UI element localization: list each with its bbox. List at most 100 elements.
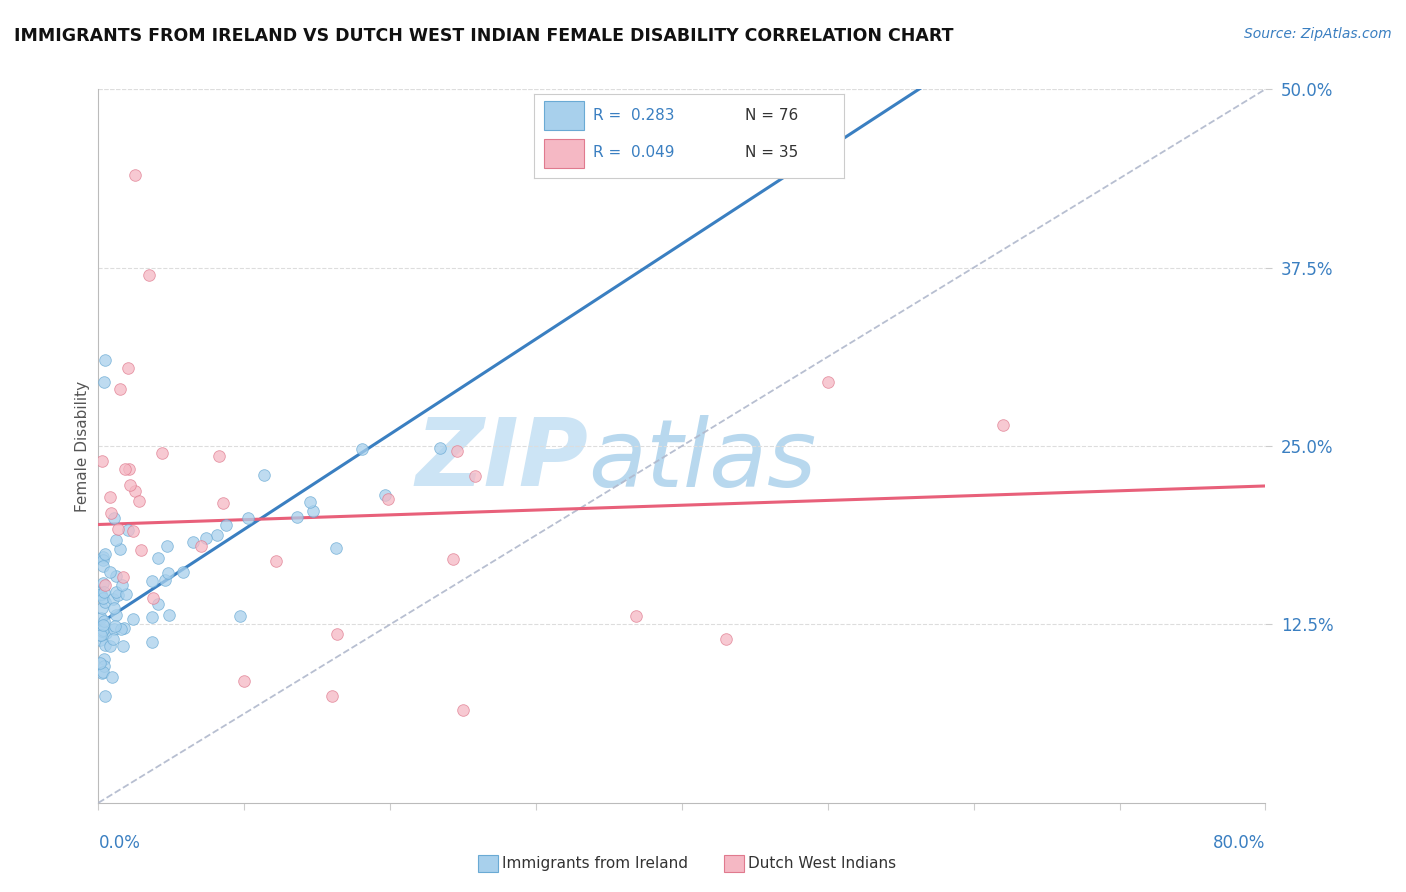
Point: [114, 587, 136, 601]
Point: [105, 607, 128, 622]
Point: [141, 574, 163, 589]
Point: [321, 689, 343, 703]
Point: [111, 578, 134, 592]
Text: N = 35: N = 35: [745, 145, 797, 161]
Point: [108, 542, 131, 557]
Point: [121, 524, 143, 538]
Point: [118, 462, 141, 476]
Point: [94, 548, 117, 562]
Point: [215, 518, 238, 533]
Point: [148, 551, 170, 566]
Text: Dutch West Indians: Dutch West Indians: [748, 856, 896, 871]
Point: [93, 623, 115, 637]
Point: [91, 550, 114, 565]
Point: [211, 496, 233, 510]
Text: Immigrants from Ireland: Immigrants from Ireland: [502, 856, 688, 871]
Point: [441, 551, 464, 566]
Point: [89, 628, 111, 642]
Point: [91, 665, 114, 679]
Point: [131, 543, 153, 558]
Text: N = 76: N = 76: [745, 108, 797, 123]
Point: [91, 454, 114, 468]
Point: [377, 492, 399, 507]
Text: IMMIGRANTS FROM IRELAND VS DUTCH WEST INDIAN FEMALE DISABILITY CORRELATION CHART: IMMIGRANTS FROM IRELAND VS DUTCH WEST IN…: [14, 27, 953, 45]
Text: R =  0.049: R = 0.049: [593, 145, 675, 161]
Point: [93, 615, 115, 629]
Point: [153, 574, 176, 588]
Point: [157, 607, 180, 622]
Point: [104, 619, 127, 633]
Point: [94, 625, 117, 640]
Point: [107, 588, 129, 602]
Point: [91, 618, 114, 632]
Point: [122, 611, 145, 625]
Point: [114, 461, 136, 475]
Point: [208, 449, 231, 463]
Point: [714, 632, 737, 646]
Point: [103, 600, 125, 615]
Point: [817, 376, 839, 390]
Point: [93, 353, 115, 368]
Point: [100, 671, 122, 685]
Point: [429, 441, 451, 455]
Point: [110, 382, 132, 396]
Point: [112, 570, 135, 584]
Text: 80.0%: 80.0%: [1213, 834, 1265, 852]
Point: [94, 638, 117, 652]
Point: [112, 621, 135, 635]
Point: [181, 534, 204, 549]
Point: [991, 417, 1014, 432]
Point: [236, 511, 259, 525]
Point: [103, 510, 125, 524]
Point: [91, 558, 114, 573]
Point: [138, 268, 160, 282]
Point: [124, 484, 146, 499]
Point: [111, 639, 134, 653]
Point: [93, 658, 115, 673]
Point: [117, 524, 139, 538]
Text: R =  0.283: R = 0.283: [593, 108, 675, 123]
Point: [101, 592, 124, 607]
Point: [190, 539, 212, 553]
Point: [124, 168, 146, 182]
Point: [141, 610, 163, 624]
Point: [325, 541, 347, 555]
Point: [118, 478, 141, 492]
Point: [91, 600, 114, 615]
Point: [89, 584, 111, 599]
Point: [91, 553, 114, 567]
Point: [150, 446, 173, 460]
Point: [90, 624, 112, 638]
Point: [253, 468, 276, 483]
Point: [103, 622, 125, 636]
Point: [89, 656, 111, 670]
Point: [93, 651, 115, 665]
Point: [103, 632, 125, 646]
Point: [94, 595, 117, 609]
Point: [266, 554, 288, 568]
Point: [104, 585, 127, 599]
Point: [98, 490, 121, 504]
Point: [93, 584, 115, 599]
Point: [90, 628, 112, 642]
Point: [298, 495, 321, 509]
Point: [100, 506, 122, 520]
Y-axis label: Female Disability: Female Disability: [75, 380, 90, 512]
Point: [98, 565, 121, 579]
Point: [326, 626, 349, 640]
Point: [374, 488, 396, 502]
Point: [301, 504, 323, 518]
Point: [89, 632, 111, 647]
FancyBboxPatch shape: [544, 102, 583, 130]
Point: [146, 597, 169, 611]
Point: [91, 665, 114, 680]
Point: [233, 674, 256, 689]
Point: [142, 591, 165, 606]
Point: [228, 608, 250, 623]
Point: [94, 578, 117, 592]
Point: [90, 611, 112, 625]
Point: [285, 510, 308, 524]
Point: [451, 703, 474, 717]
Text: atlas: atlas: [589, 415, 817, 506]
Text: Source: ZipAtlas.com: Source: ZipAtlas.com: [1244, 27, 1392, 41]
